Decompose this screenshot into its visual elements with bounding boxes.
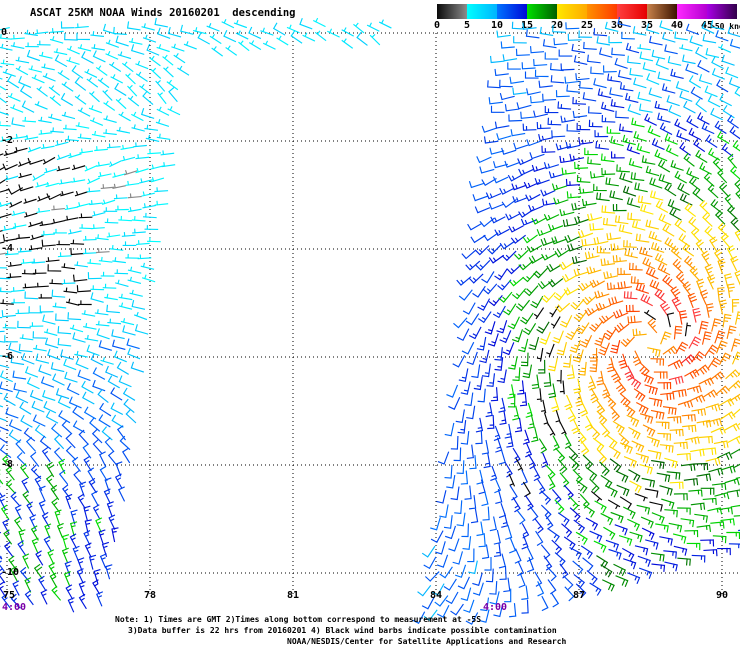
colorbar-label: 0 bbox=[433, 20, 441, 31]
colorbar-segment bbox=[497, 4, 527, 19]
y-tick-label: -6 bbox=[1, 351, 14, 362]
pass-time-label-right: 4:00 bbox=[483, 602, 508, 613]
y-tick-label: -8 bbox=[1, 459, 14, 470]
colorbar-label: 35 bbox=[640, 20, 654, 31]
colorbar-segment bbox=[647, 4, 677, 19]
colorbar-label: 30 bbox=[610, 20, 624, 31]
left-swath-barbs bbox=[0, 17, 392, 613]
colorbar-label-max: >50 knots bbox=[710, 22, 740, 31]
colorbar-segment bbox=[437, 4, 467, 19]
colorbar-segment bbox=[527, 4, 557, 19]
y-tick-label: -2 bbox=[1, 135, 14, 146]
colorbar-segment bbox=[467, 4, 497, 19]
right-swath-barbs bbox=[412, 17, 740, 625]
note-line-1: Note: 1) Times are GMT 2)Times along bot… bbox=[115, 615, 482, 624]
y-tick-label: -4 bbox=[1, 243, 14, 254]
colorbar-segment bbox=[707, 4, 737, 19]
pass-time-label-left: 4:00 bbox=[2, 602, 27, 613]
x-tick-label: 78 bbox=[143, 590, 157, 601]
colorbar-label: 5 bbox=[463, 20, 471, 31]
colorbar-label: 25 bbox=[580, 20, 594, 31]
x-tick-label: 90 bbox=[715, 590, 729, 601]
x-tick-label: 81 bbox=[286, 590, 300, 601]
colorbar-segment bbox=[557, 4, 587, 19]
note-line-2: 3)Data buffer is 22 hrs from 20160201 4)… bbox=[128, 626, 557, 635]
colorbar-segment bbox=[617, 4, 647, 19]
plot-title: ASCAT 25KM NOAA Winds 20160201 descendin… bbox=[30, 7, 296, 19]
colorbar-label: 20 bbox=[550, 20, 564, 31]
colorbar-label: 45 bbox=[700, 20, 714, 31]
colorbar-segment bbox=[587, 4, 617, 19]
colorbar-segment bbox=[677, 4, 707, 19]
colorbar-label: 10 bbox=[490, 20, 504, 31]
colorbar-label: 15 bbox=[520, 20, 534, 31]
x-tick-label: 87 bbox=[572, 590, 586, 601]
y-tick-label: -10 bbox=[1, 567, 20, 578]
colorbar-legend bbox=[437, 4, 737, 19]
y-tick-label: 0 bbox=[1, 27, 8, 38]
note-line-3: NOAA/NESDIS/Center for Satellite Applica… bbox=[287, 637, 567, 646]
x-tick-label: 84 bbox=[429, 590, 443, 601]
x-tick-label: 75 bbox=[2, 590, 16, 601]
colorbar-label: 40 bbox=[670, 20, 684, 31]
